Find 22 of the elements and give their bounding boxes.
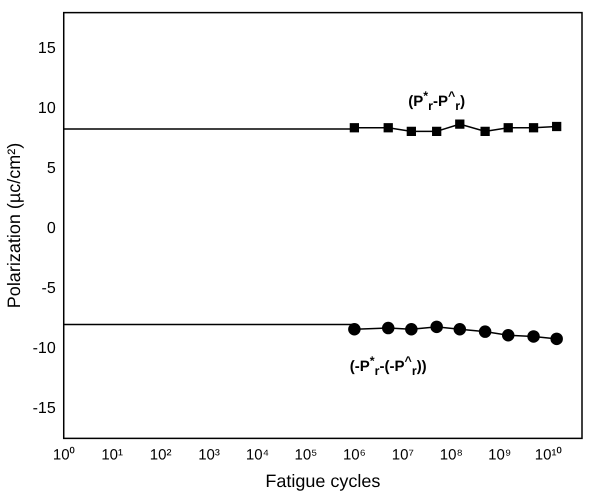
x-tick-label: 10⁶ xyxy=(342,446,366,464)
x-tick-label: 10⁹ xyxy=(488,446,512,464)
x-tick-label: 10² xyxy=(150,446,172,464)
x-tick-label: 10⁸ xyxy=(440,446,463,464)
annotation: (P$^{*}$$_{r}$-P$^{^}$$_{r}$) xyxy=(408,89,466,114)
y-axis-title: Polarization (µc/cm²) xyxy=(4,142,24,308)
x-tick-label: 10⁰ xyxy=(52,446,75,464)
x-tick-label: 10¹⁰ xyxy=(534,446,562,464)
x-tick-label: 10¹ xyxy=(101,446,124,464)
x-tick-label: 10³ xyxy=(198,446,220,464)
x-tick-label: 10⁵ xyxy=(294,446,318,464)
y-tick-label: 0 xyxy=(46,220,56,237)
x-axis-title: Fatigue cycles xyxy=(265,471,380,492)
y-tick-label: 5 xyxy=(46,160,56,177)
y-tick-label: 10 xyxy=(38,100,56,117)
y-tick-label: -5 xyxy=(41,280,56,297)
y-tick-label: -10 xyxy=(32,340,56,357)
x-tick-label: 10⁴ xyxy=(246,446,270,464)
x-tick-label: 10⁷ xyxy=(392,446,414,464)
annotation: (-P$^{*}$$_{r}$-(-P$^{^}$$_{r}$)) xyxy=(350,354,427,378)
y-tick-label: -15 xyxy=(32,400,56,417)
y-tick-label: 15 xyxy=(38,40,56,57)
